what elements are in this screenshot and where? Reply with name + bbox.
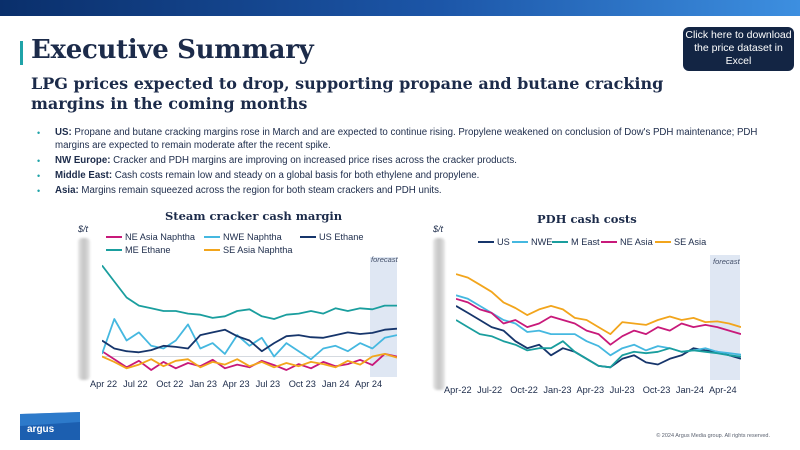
legend-us: US	[478, 237, 510, 247]
top-banner	[0, 0, 800, 16]
legend-ne-asia-naphtha: NE Asia Naphtha	[106, 232, 195, 242]
argus-logo	[20, 412, 80, 440]
legend-label: NWE	[531, 237, 553, 247]
series-line-nwe-naphtha	[102, 318, 397, 361]
bullet-dot-icon: •	[37, 128, 41, 138]
legend-ne-asia: NE Asia	[601, 237, 653, 247]
series-line-se-asia-naphtha	[102, 353, 397, 370]
argus-logo-text: argus	[27, 424, 55, 435]
bullet-label: NW Europe:	[55, 154, 111, 166]
y-axis-unit: $/t	[433, 224, 444, 234]
legend-swatch	[204, 248, 220, 251]
legend-label: US Ethane	[319, 232, 364, 242]
page-title: Executive Summary	[31, 35, 314, 65]
steam-cracker-chart: Steam cracker cash margin $/t NE Asia Na…	[72, 205, 412, 395]
x-tick-label: Apr 23	[222, 379, 250, 389]
bullet-text: Margins remain squeezed across the regio…	[78, 184, 442, 196]
x-tick-label: Apr-24	[709, 385, 737, 395]
x-tick-label: Oct-23	[642, 385, 671, 395]
pdh-cash-costs-chart: PDH cash costs $/t US NWE M East NE Asia…	[428, 205, 758, 400]
x-tick-label: Apr-22	[444, 385, 472, 395]
bullet-middle-east: • Middle East: Cash costs remain low and …	[37, 170, 777, 183]
bullet-label: US:	[55, 127, 72, 138]
x-tick-label: Apr 24	[355, 379, 383, 389]
legend-swatch	[512, 240, 528, 243]
bullet-text: Propane and butane cracking margins rose…	[55, 127, 758, 151]
plot-area	[456, 273, 741, 369]
bullet-dot-icon: •	[37, 170, 41, 181]
chart-title: Steam cracker cash margin	[165, 209, 343, 223]
legend-label: ME Ethane	[125, 245, 171, 255]
y-axis-blurred	[433, 238, 445, 390]
series-line-me-ethane	[102, 264, 397, 320]
x-tick-label: Apr 22	[90, 379, 118, 389]
legend-swatch	[478, 240, 494, 243]
x-tick-label: Jan 24	[321, 379, 350, 389]
legend-swatch	[106, 248, 122, 251]
x-tick-label: Jul-23	[609, 385, 635, 395]
legend-swatch	[106, 235, 122, 238]
legend-label: NWE Naphtha	[223, 232, 282, 242]
series-line-nwe	[456, 294, 741, 357]
series-line-m-east	[456, 319, 741, 369]
download-dataset-button[interactable]: Click here to download the price dataset…	[683, 27, 794, 71]
series-line-ne-asia-naphtha	[102, 350, 397, 371]
bullet-text: Cracker and PDH margins are improving on…	[110, 154, 517, 166]
chart-title: PDH cash costs	[537, 212, 637, 226]
legend-label: SE Asia Naphtha	[223, 245, 293, 255]
legend-swatch	[601, 240, 617, 243]
bullet-label: Asia:	[55, 184, 79, 196]
title-accent-bar	[20, 41, 23, 65]
legend-label: SE Asia	[674, 237, 707, 247]
y-axis-blurred	[78, 238, 90, 380]
forecast-label: forecast	[371, 255, 398, 264]
legend-se-asia: SE Asia	[655, 237, 706, 247]
series-line-se-asia	[456, 273, 741, 335]
bullet-asia: • Asia: Margins remain squeezed across th…	[37, 185, 777, 198]
y-axis-unit: $/t	[78, 224, 89, 234]
legend-swatch	[300, 235, 316, 238]
legend-nwe-naphtha: NWE Naphtha	[204, 232, 282, 242]
x-tick-label: Apr-23	[576, 385, 605, 395]
legend-m-east: M East	[552, 237, 600, 247]
legend-swatch	[655, 240, 671, 243]
series-line-us-ethane	[102, 327, 397, 354]
forecast-band	[710, 255, 740, 380]
plot-area	[102, 264, 397, 371]
bullet-label: Middle East:	[55, 169, 113, 181]
bullet-nw-europe: • NW Europe: Cracker and PDH margins are …	[37, 155, 777, 168]
x-tick-label: Oct-22	[510, 385, 538, 395]
bullet-dot-icon: •	[37, 185, 41, 196]
x-tick-label: Jan-24	[675, 385, 704, 395]
copyright-text: © 2024 Argus Media group. All rights res…	[656, 433, 770, 439]
legend-me-ethane: ME Ethane	[106, 245, 170, 255]
legend-label: US	[497, 237, 510, 247]
series-line-ne-asia	[456, 297, 741, 346]
bullet-text: Cash costs remain low and steady on a gl…	[112, 169, 480, 181]
legend-us-ethane: US Ethane	[300, 232, 363, 242]
x-tick-label: Jul-22	[477, 385, 503, 395]
page-subtitle: LPG prices expected to drop, supporting …	[31, 74, 664, 113]
forecast-label: forecast	[713, 257, 740, 266]
x-tick-label: Jul 22	[123, 379, 148, 389]
summary-bullets: • US: Propane and butane cracking margins…	[37, 127, 777, 200]
x-tick-label: Jul 23	[255, 379, 281, 389]
legend-nwe: NWE	[512, 237, 552, 247]
x-tick-label: Oct 22	[156, 379, 184, 389]
legend-label: M East	[571, 237, 600, 247]
bullet-dot-icon: •	[37, 155, 41, 166]
legend-se-asia-naphtha: SE Asia Naphtha	[204, 245, 292, 255]
legend-swatch	[204, 235, 220, 238]
legend-swatch	[552, 240, 568, 243]
x-tick-label: Jan 23	[189, 379, 217, 389]
bullet-us: • US: Propane and butane cracking margins…	[37, 127, 777, 152]
legend-label: NE Asia Naphtha	[125, 232, 195, 242]
legend-label: NE Asia	[620, 237, 653, 247]
series-line-us	[456, 305, 741, 369]
x-tick-label: Oct 23	[288, 379, 316, 389]
x-tick-label: Jan-23	[543, 385, 572, 395]
